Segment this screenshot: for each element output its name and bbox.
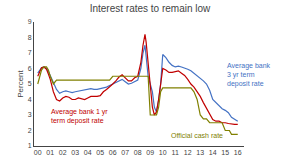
svg-text:Official cash rate: Official cash rate xyxy=(171,132,223,139)
svg-text:9: 9 xyxy=(28,18,32,25)
svg-text:09: 09 xyxy=(146,149,154,156)
svg-text:8: 8 xyxy=(28,34,32,41)
svg-text:13: 13 xyxy=(196,149,204,156)
svg-text:10: 10 xyxy=(159,149,167,156)
svg-text:6: 6 xyxy=(28,65,32,72)
svg-text:11: 11 xyxy=(172,149,179,156)
svg-text:Interest rates to remain low: Interest rates to remain low xyxy=(90,3,211,14)
svg-text:2: 2 xyxy=(28,127,32,134)
svg-text:Percent: Percent xyxy=(16,69,25,97)
svg-text:16: 16 xyxy=(234,149,242,156)
svg-text:Average bank 1 yrterm deposit: Average bank 1 yrterm deposit rate xyxy=(51,108,108,125)
svg-text:03: 03 xyxy=(71,149,79,156)
svg-text:3: 3 xyxy=(28,111,32,118)
svg-text:4: 4 xyxy=(28,96,32,103)
svg-text:01: 01 xyxy=(46,149,54,156)
svg-text:5: 5 xyxy=(28,80,32,87)
svg-text:7: 7 xyxy=(28,49,32,56)
svg-text:14: 14 xyxy=(209,149,217,156)
svg-text:00: 00 xyxy=(34,149,42,156)
svg-text:07: 07 xyxy=(121,149,129,156)
svg-text:04: 04 xyxy=(84,149,92,156)
svg-text:15: 15 xyxy=(221,149,229,156)
svg-text:02: 02 xyxy=(59,149,67,156)
svg-text:08: 08 xyxy=(134,149,142,156)
svg-text:06: 06 xyxy=(109,149,117,156)
svg-text:05: 05 xyxy=(96,149,104,156)
svg-text:Average bank3 yr termdeposit r: Average bank3 yr termdeposit rate xyxy=(227,62,271,88)
svg-text:1: 1 xyxy=(28,142,32,149)
svg-text:12: 12 xyxy=(184,149,192,156)
